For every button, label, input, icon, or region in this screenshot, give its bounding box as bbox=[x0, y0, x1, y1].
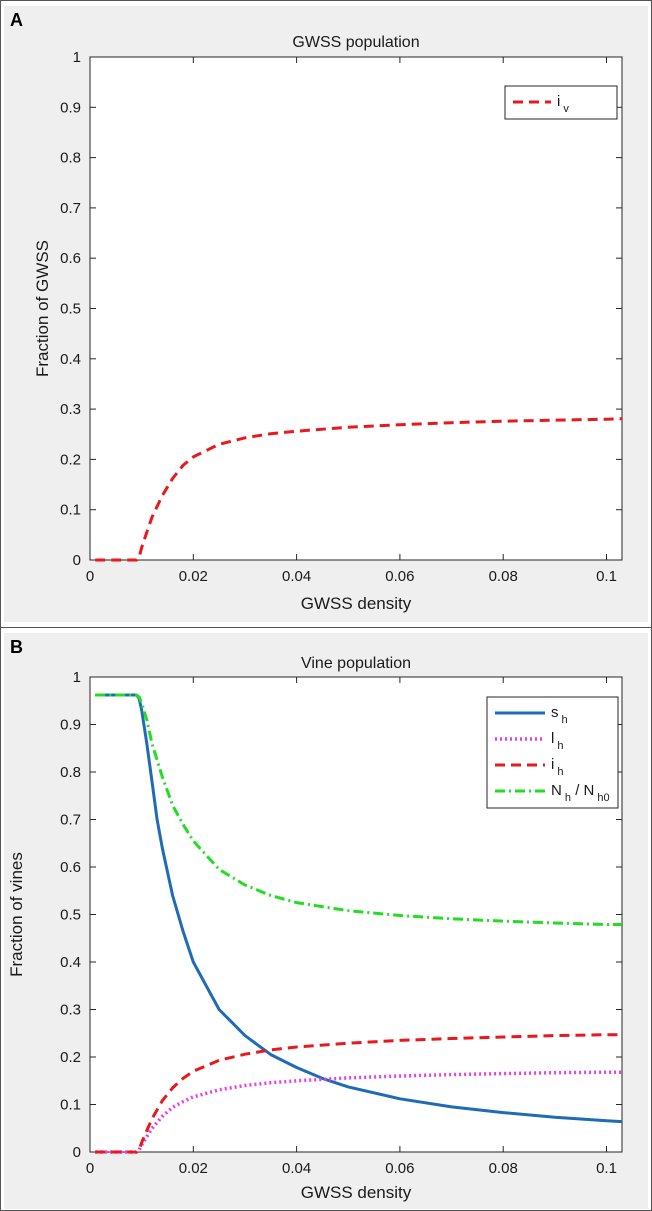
panel-letter: B bbox=[10, 637, 23, 657]
panel-b: B Vine population 0 0.02 0.04 0.06 0.08 0.1 0 0.1… bbox=[4, 633, 648, 1209]
y-tick-label: 0.9 bbox=[60, 99, 81, 116]
legend-entry: l h bbox=[551, 730, 564, 752]
x-tick-label: 0.06 bbox=[385, 568, 414, 585]
y-tick-label: 0.6 bbox=[60, 859, 81, 876]
x-tick-label: 0.1 bbox=[596, 1160, 617, 1177]
y-tick-label: 0.1 bbox=[60, 1097, 81, 1114]
y-tick-label: 0.3 bbox=[60, 401, 81, 418]
y-tick-label: 0.5 bbox=[60, 301, 81, 318]
legend: i v bbox=[504, 85, 618, 120]
chart-title: Vine population bbox=[301, 655, 411, 672]
y-tick-label: 1 bbox=[73, 669, 81, 686]
y-tick-label: 0.6 bbox=[60, 250, 81, 267]
x-tick-label: 0 bbox=[86, 568, 94, 585]
y-tick-label: 0.1 bbox=[60, 502, 81, 519]
x-axis-label: GWSS density bbox=[301, 594, 412, 613]
y-tick-label: 0.2 bbox=[60, 451, 81, 468]
legend-entry: N h / N h0 bbox=[551, 782, 610, 804]
y-tick-label: 0.8 bbox=[60, 150, 81, 167]
x-tick-label: 0.1 bbox=[596, 568, 617, 585]
y-tick-label: 1 bbox=[73, 49, 81, 66]
x-tick-label: 0.08 bbox=[489, 1160, 518, 1177]
x-axis-label: GWSS density bbox=[301, 1183, 412, 1202]
series-line-sh bbox=[95, 693, 623, 1124]
y-tick-label: 0.4 bbox=[60, 351, 81, 368]
x-tick-label: 0.06 bbox=[385, 1160, 414, 1177]
legend-entry: i v bbox=[557, 93, 569, 115]
legend-box bbox=[504, 85, 618, 120]
legend-entry: i h bbox=[551, 756, 564, 778]
legend-box bbox=[486, 696, 619, 809]
y-tick-label: 0 bbox=[73, 1144, 81, 1161]
y-axis-label: Fraction of vines bbox=[7, 852, 26, 977]
panel-letter: A bbox=[10, 10, 23, 30]
chart-title: GWSS population bbox=[292, 34, 419, 51]
series-line-lh bbox=[95, 1070, 622, 1154]
legend-entry: s h bbox=[551, 704, 568, 726]
plot-area bbox=[89, 56, 623, 561]
y-tick-label: 0.4 bbox=[60, 954, 81, 971]
panel-a: A GWSS population 0 0.02 0.04 0.06 0.08 0.1 0 0.1… bbox=[4, 6, 648, 622]
y-tick-label: 0.7 bbox=[60, 200, 81, 217]
y-tick-label: 0.9 bbox=[60, 717, 81, 734]
y-tick-label: 0.8 bbox=[60, 764, 81, 781]
series-line-ih bbox=[95, 1033, 622, 1154]
y-tick-label: 0.7 bbox=[60, 812, 81, 829]
y-tick-label: 0.5 bbox=[60, 907, 81, 924]
y-tick-label: 0.2 bbox=[60, 1049, 81, 1066]
y-tick-label: 0 bbox=[73, 552, 81, 569]
x-tick-label: 0.02 bbox=[179, 1160, 208, 1177]
x-tick-label: 0.08 bbox=[489, 568, 518, 585]
y-axis-label: Fraction of GWSS bbox=[33, 240, 52, 377]
legend: s h l h i h N h / N h0 bbox=[486, 696, 619, 809]
x-tick-label: 0.04 bbox=[282, 1160, 311, 1177]
x-tick-label: 0 bbox=[86, 1160, 94, 1177]
y-tick-label: 0.3 bbox=[60, 1002, 81, 1019]
x-tick-label: 0.04 bbox=[282, 568, 311, 585]
x-tick-label: 0.02 bbox=[179, 568, 208, 585]
